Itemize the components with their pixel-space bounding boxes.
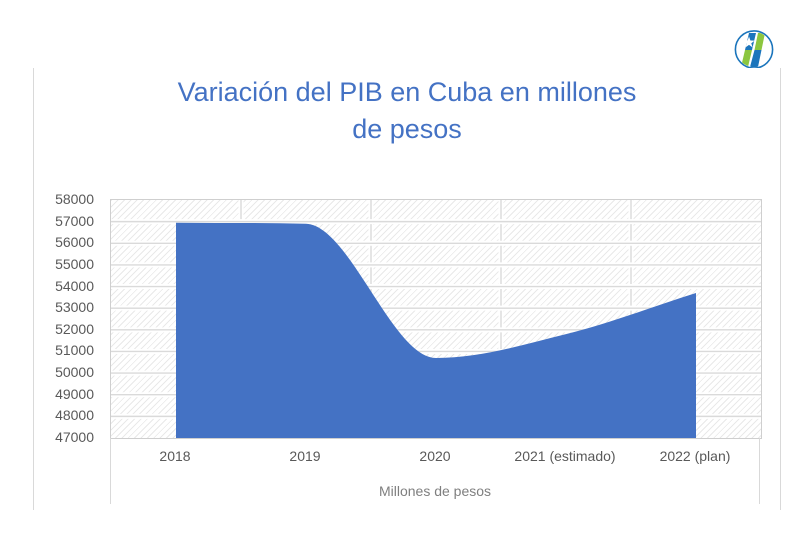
organization-logo (734, 30, 774, 69)
y-axis-tick-label: 50000 (55, 364, 94, 381)
y-axis-tick-label: 52000 (55, 320, 94, 337)
x-axis-title: Millones de pesos (378, 483, 492, 499)
x-axis-tick-label: 2022 (plan) (659, 448, 731, 464)
logo-right-bar-top (754, 33, 765, 50)
area-series (176, 222, 696, 438)
y-axis-tick-label: 47000 (55, 429, 94, 445)
x-axis-tick-label: 2019 (289, 448, 321, 464)
logo-star-icon (743, 36, 755, 48)
y-axis-tick-label: 57000 (55, 212, 94, 229)
chart-title-line-1: Variación del PIB en Cuba en millones (177, 77, 637, 107)
x-axis-tick-label: 2018 (159, 448, 191, 464)
x-axis-tick-label: 2020 (419, 448, 451, 464)
chart-title-line-2: de pesos (352, 114, 462, 144)
y-axis-tick-label: 56000 (55, 234, 94, 251)
y-axis-tick-label: 58000 (55, 191, 94, 207)
logo-right-bar-bottom (750, 50, 762, 67)
y-axis-tick-label: 55000 (55, 255, 94, 272)
y-axis-tick-label: 48000 (55, 407, 94, 424)
y-axis-tick-label: 49000 (55, 385, 94, 402)
plot-area (110, 199, 762, 439)
y-axis-tick-label: 51000 (55, 342, 94, 359)
area-series-svg (111, 200, 761, 438)
x-axis-tick-label: 2021 (estimado) (514, 448, 616, 464)
y-axis-tick-label: 54000 (55, 277, 94, 294)
logo-left-bar-bottom (741, 50, 752, 67)
y-axis-tick-label: 53000 (55, 299, 94, 316)
chart-title: Variación del PIB en Cuba en millones de… (107, 74, 707, 148)
x-axis-area (110, 438, 760, 504)
